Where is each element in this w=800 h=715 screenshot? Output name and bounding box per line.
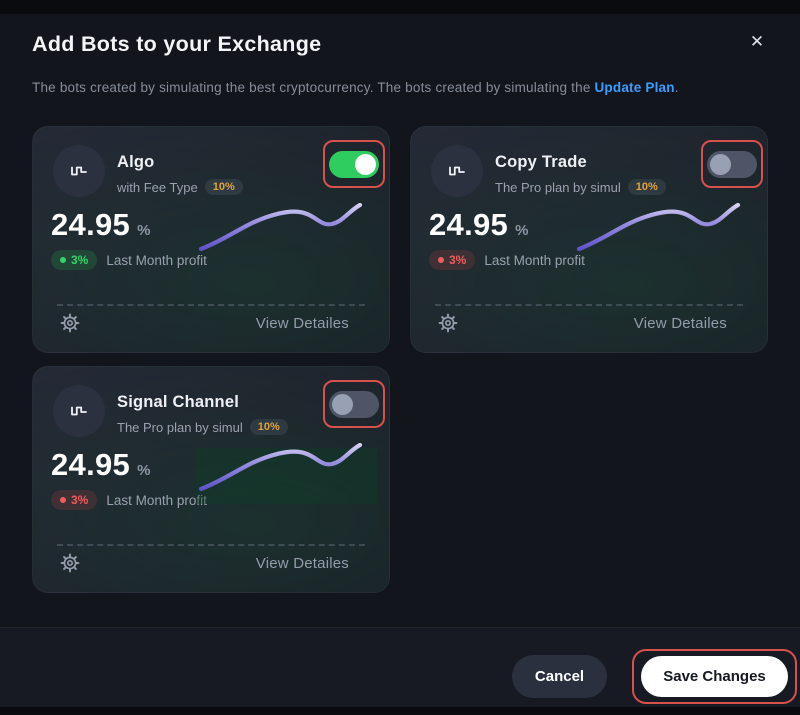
update-plan-link[interactable]: Update Plan (594, 80, 675, 95)
save-changes-button[interactable]: Save Changes (641, 656, 788, 697)
toggle-knob (332, 393, 353, 415)
change-badge: 3% (51, 490, 98, 510)
bot-subtitle: The Pro plan by simul (495, 179, 621, 195)
view-details-link[interactable]: View Detailes (633, 315, 727, 332)
change-row: 3% Last Month profit (51, 250, 207, 270)
fee-badge: 10% (627, 179, 666, 195)
annotation-highlight: Save Changes (632, 649, 797, 704)
view-details-link[interactable]: View Detailes (255, 555, 349, 572)
bot-toggle[interactable] (329, 390, 379, 418)
bot-toggle[interactable] (707, 150, 757, 178)
change-label: Last Month profit (106, 492, 207, 508)
profit-unit: % (515, 222, 529, 239)
profit-value-row: 24.95 % (51, 207, 150, 243)
card-divider (57, 544, 365, 546)
profit-value-row: 24.95 % (429, 207, 528, 243)
profit-sparkline (198, 442, 363, 492)
toggle-knob (710, 153, 731, 175)
annotation-highlight (323, 380, 385, 428)
change-value: 3% (71, 253, 89, 267)
change-badge: 3% (51, 250, 98, 270)
description-text-after: . (674, 80, 679, 95)
pulse-icon (71, 166, 87, 176)
bot-subtitle-row: The Pro plan by simul 10% (117, 419, 288, 435)
cancel-button[interactable]: Cancel (512, 655, 607, 698)
change-label: Last Month profit (106, 252, 207, 268)
bot-subtitle-row: with Fee Type 10% (117, 179, 243, 195)
change-dot (60, 257, 66, 263)
bot-subtitle: with Fee Type (117, 179, 198, 195)
fee-badge: 10% (204, 179, 243, 195)
change-value: 3% (71, 493, 89, 507)
view-details-link[interactable]: View Detailes (255, 315, 349, 332)
bot-toggle[interactable] (329, 150, 379, 178)
profit-value: 24.95 (51, 207, 131, 242)
card-divider (435, 304, 743, 306)
change-dot (60, 497, 66, 503)
bot-name: Algo (117, 153, 155, 171)
bot-avatar (53, 145, 105, 197)
change-label: Last Month profit (484, 252, 585, 268)
modal-title: Add Bots to your Exchange (32, 32, 322, 56)
card-divider (57, 304, 365, 306)
bot-card-signal-channel: Signal Channel The Pro plan by simul 10%… (32, 366, 390, 593)
profit-value: 24.95 (51, 447, 131, 482)
change-badge: 3% (429, 250, 476, 270)
backdrop-bottom (0, 707, 800, 715)
pulse-icon (449, 166, 465, 176)
pulse-icon (71, 406, 87, 416)
modal-description: The bots created by simulating the best … (32, 80, 679, 95)
bot-subtitle-row: The Pro plan by simul 10% (495, 179, 666, 195)
profit-value-row: 24.95 % (51, 447, 150, 483)
close-icon[interactable]: ✕ (744, 29, 770, 55)
annotation-highlight (701, 140, 763, 188)
profit-sparkline (576, 202, 741, 252)
toggle-knob (355, 153, 376, 175)
gear-icon[interactable] (57, 311, 83, 337)
bot-avatar (53, 385, 105, 437)
add-bots-modal: Add Bots to your Exchange ✕ The bots cre… (0, 14, 800, 707)
gear-icon[interactable] (57, 551, 83, 577)
change-row: 3% Last Month profit (429, 250, 585, 270)
bot-avatar (431, 145, 483, 197)
modal-footer: Cancel Save Changes (0, 627, 800, 707)
description-text-before: The bots created by simulating the best … (32, 80, 595, 95)
change-dot (438, 257, 444, 263)
backdrop-top (0, 0, 800, 14)
bot-subtitle: The Pro plan by simul (117, 419, 243, 435)
bot-card-algo: Algo with Fee Type 10% 24.95 % 3% Last M… (32, 126, 390, 353)
annotation-highlight (323, 140, 385, 188)
change-row: 3% Last Month profit (51, 490, 207, 510)
bot-card-copy-trade: Copy Trade The Pro plan by simul 10% 24.… (410, 126, 768, 353)
profit-unit: % (137, 222, 151, 239)
profit-sparkline (198, 202, 363, 252)
bot-name: Copy Trade (495, 153, 587, 171)
gear-icon[interactable] (435, 311, 461, 337)
profit-value: 24.95 (429, 207, 509, 242)
change-value: 3% (449, 253, 467, 267)
fee-badge: 10% (249, 419, 288, 435)
bot-name: Signal Channel (117, 393, 239, 411)
profit-unit: % (137, 462, 151, 479)
